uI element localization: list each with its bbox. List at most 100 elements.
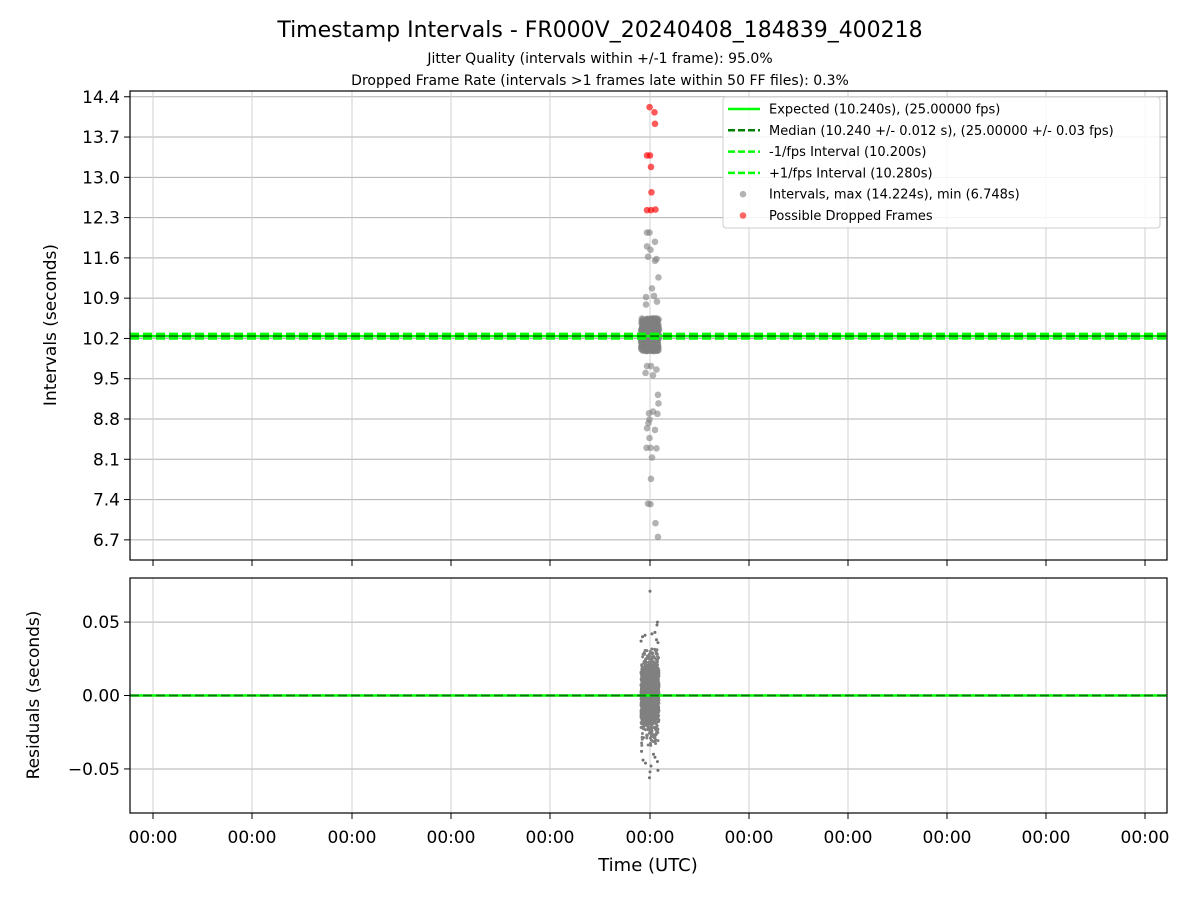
residual-point [639, 690, 643, 694]
interval-point [641, 326, 648, 333]
intervals-y-tick-label: 8.1 [93, 450, 120, 470]
residual-point [641, 687, 645, 691]
residual-point [655, 660, 659, 664]
residual-point [641, 696, 645, 700]
residual-point [656, 673, 660, 677]
residual-point [654, 714, 658, 718]
dropped-frame-point [648, 188, 655, 196]
residual-point [640, 741, 644, 745]
residual-point [640, 749, 644, 753]
intervals-x-ticks [152, 560, 1146, 566]
residual-point [646, 707, 650, 711]
residual-point [649, 727, 653, 731]
residual-point [640, 674, 644, 678]
residual-point [639, 721, 643, 725]
interval-point [647, 500, 654, 508]
residual-point [650, 647, 654, 651]
x-axis-label: Time (UTC) [597, 855, 698, 876]
interval-point [647, 444, 654, 452]
residual-point [650, 655, 654, 659]
residual-point [648, 683, 652, 687]
residual-point [648, 696, 652, 700]
residual-point [642, 736, 646, 740]
interval-point [647, 475, 655, 483]
residual-point [650, 632, 654, 636]
residual-point [654, 681, 658, 685]
residual-point [644, 670, 648, 674]
residual-point [648, 770, 652, 774]
residual-point [650, 723, 654, 727]
intervals-reference-lines [130, 332, 1167, 340]
residual-point [654, 710, 658, 714]
residual-point [648, 691, 652, 695]
intervals-y-tick-label: 14.4 [82, 88, 120, 108]
interval-point [654, 533, 662, 541]
residual-point [654, 725, 658, 729]
x-tick-label: 00:00 [129, 828, 178, 848]
residual-point [654, 730, 658, 734]
interval-point [642, 369, 649, 377]
residual-point [645, 733, 649, 737]
intervals-y-tick-label: 10.9 [82, 289, 120, 309]
residual-point [649, 707, 653, 711]
residual-point [645, 736, 649, 740]
residuals-y-tick-label: 0.05 [82, 613, 120, 633]
residual-point [641, 668, 645, 672]
intervals-y-tick-label: 9.5 [93, 370, 120, 390]
interval-point [653, 341, 660, 348]
residual-point [646, 726, 650, 730]
residual-point [655, 657, 659, 661]
residual-point [652, 735, 656, 739]
residual-point [651, 673, 655, 677]
intervals-y-tick-label: 13.7 [82, 128, 120, 148]
residual-point [648, 776, 652, 780]
interval-point [653, 366, 660, 373]
residual-point [650, 688, 654, 692]
x-tick-label: 00:00 [824, 828, 873, 848]
residual-point [649, 743, 653, 747]
residual-point [656, 712, 660, 716]
residual-point [639, 639, 643, 643]
residual-point [642, 710, 646, 714]
interval-point [648, 454, 656, 461]
legend-box [722, 96, 1161, 229]
residual-point [653, 739, 657, 743]
residual-point [655, 760, 659, 764]
legend-entry: Possible Dropped Frames [769, 209, 933, 224]
residuals-y-tick-label: 0.00 [82, 687, 120, 707]
residual-point [639, 712, 643, 716]
residual-point [655, 620, 659, 624]
chart-subtitle-jitter: Jitter Quality (intervals within +/-1 fr… [426, 51, 772, 67]
residual-point [648, 729, 652, 733]
interval-point [649, 318, 657, 325]
residual-point [650, 669, 654, 673]
intervals-y-tick-label: 8.8 [93, 410, 120, 430]
residual-point [649, 764, 653, 768]
residual-point [646, 743, 650, 747]
interval-point [645, 419, 652, 427]
x-tick-label: 00:00 [427, 828, 476, 848]
residual-point [648, 704, 652, 708]
legend-entry: -1/fps Interval (10.200s) [769, 145, 926, 160]
dropped-frame-point [646, 103, 653, 111]
residual-point [648, 716, 652, 720]
residual-point [648, 678, 652, 682]
residual-point [649, 710, 653, 714]
interval-point [643, 318, 650, 326]
interval-point [644, 253, 652, 261]
residual-point [651, 651, 655, 655]
residual-point [644, 676, 648, 680]
residual-point [647, 657, 651, 661]
residual-point [640, 743, 644, 747]
x-tick-label: 00:00 [328, 828, 377, 848]
residual-point [656, 727, 660, 731]
residuals-plot: −0.050.000.05 00:00 00:00 00:00 00:00 00:00 0… [24, 577, 1170, 876]
residual-point [652, 718, 656, 722]
intervals-y-tick-label: 11.6 [82, 249, 120, 269]
interval-point [651, 257, 659, 265]
residual-point [655, 704, 659, 708]
intervals-y-tick-label: 7.4 [93, 491, 120, 511]
legend-swatch [739, 190, 747, 198]
residual-point [642, 724, 646, 728]
intervals-axes-frame [129, 90, 1168, 561]
